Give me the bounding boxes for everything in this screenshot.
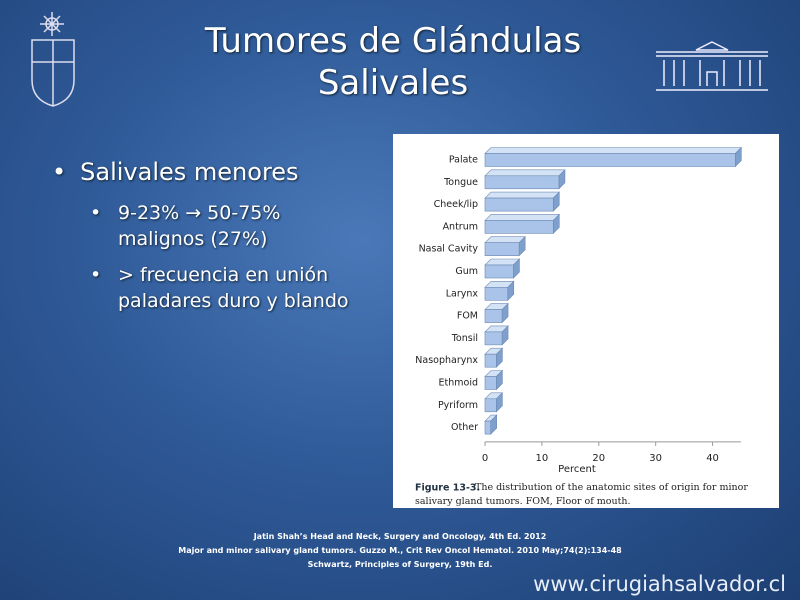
y-tick-label: Palate [449,155,478,166]
y-tick-label: Cheek/lip [434,199,478,210]
y-tick-label: FOM [457,311,478,322]
y-tick-label: Nasopharynx [415,355,478,366]
y-tick-label: Larynx [446,288,479,299]
chart: Percent Figure 13-3. 0 10 20 30 40 Palate Tong… [393,134,779,508]
building-logo [656,41,768,91]
bar [484,398,497,413]
title-line: Tumores de Glándulas [204,21,582,61]
y-tick-label: Gum [455,266,478,277]
y-tick-label: Nasal Cavity [419,244,479,255]
bar-top [484,169,566,177]
bullet-list: Salivales menores 9-23% → 50-75% maligno… [52,158,372,324]
slide-title: Tumores de Glándulas Salivales [150,20,636,104]
y-tick-label: Tonsil [451,333,478,344]
y-tick-label: Other [451,422,478,433]
crest-logo [31,12,75,107]
x-tick-label: 20 [592,453,605,464]
bar [484,353,497,368]
reference: Jatin Shah’s Head and Neck, Surgery and … [253,532,547,541]
bar [484,331,503,346]
bar-top [484,214,560,221]
website-url: www.cirugiahsalvador.cl [533,572,786,596]
x-tick-label: 40 [706,453,719,464]
bar-top [484,191,560,199]
sub-bullet: > frecuencia en unión paladares duro y b… [90,262,372,314]
bar [484,287,509,301]
bar [484,264,514,279]
references: Jatin Shah’s Head and Neck, Surgery and … [150,530,650,572]
bar [484,420,491,435]
bar [484,153,736,167]
bar-top [484,147,743,154]
sub-bullet-list: 9-23% → 50-75% malignos (27%) > frecuenc… [90,200,372,314]
title-line: Salivales [317,63,469,103]
bar [484,376,497,390]
bar [484,242,520,256]
bar [484,175,560,190]
caption: The distribution of the anatomic sites o… [415,482,748,507]
caption-label: Figure 13-3. [415,483,480,494]
x-tick-label: 10 [536,453,549,464]
y-tick-label: Ethmoid [439,378,478,389]
x-tick-label: 0 [482,453,488,464]
x-tick-label: 30 [649,453,662,464]
bar-top [484,236,526,243]
sub-bullet: 9-23% → 50-75% malignos (27%) [90,200,372,252]
reference: Major and minor salivary gland tumors. G… [178,546,622,555]
reference: Schwartz, Principles of Surgery, 19th Ed… [307,560,493,569]
y-tick-label: Antrum [443,221,478,232]
y-tick-label: Pyriform [438,400,478,411]
bullet: Salivales menores 9-23% → 50-75% maligno… [52,158,372,314]
bar [484,197,554,212]
bar [484,220,554,234]
x-axis-label: Percent [558,464,596,475]
bullet-text: Salivales menores [80,158,299,186]
y-tick-label: Tongue [443,177,478,188]
bar [484,309,503,323]
